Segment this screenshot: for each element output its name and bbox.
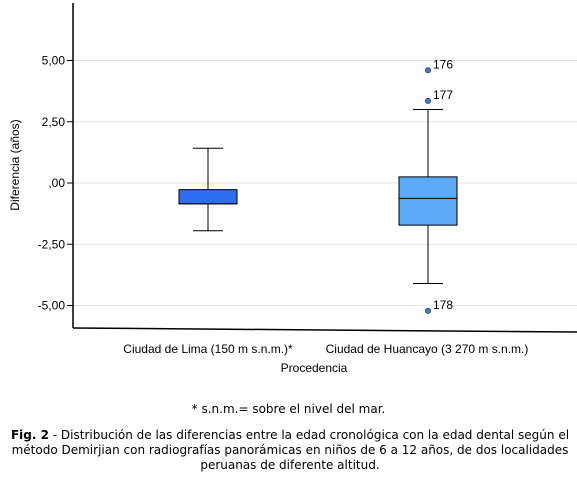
x-axis-line (72, 327, 577, 333)
figure-caption: Fig. 2 - Distribución de las diferencias… (6, 428, 574, 473)
y-tick-label: -2,50 (38, 237, 66, 251)
y-axis-ticks: 5,00 2,50 ,00 -2,50 -5,00 (38, 54, 73, 313)
boxplot-chart: 5,00 2,50 ,00 -2,50 -5,00 176 177 178 Ciudad d… (8, 3, 577, 375)
figure-label: Fig. 2 (10, 428, 49, 442)
footnote: * s.n.m.= sobre el nivel del mar. (191, 402, 386, 416)
y-tick-label: 5,00 (42, 54, 66, 68)
y-tick-label: -5,00 (38, 299, 66, 313)
x-axis-label: Procedencia (281, 361, 348, 375)
outlier-label: 178 (433, 298, 453, 312)
caption-text: - Distribución de las diferencias entre … (11, 428, 570, 472)
gridlines (73, 60, 577, 306)
box (178, 189, 238, 205)
outlier-label: 177 (433, 88, 453, 102)
y-axis-label: Diferencia (años) (8, 119, 22, 210)
y-tick-label: 2,50 (42, 115, 66, 129)
category-label: Ciudad de Lima (150 m s.n.m.)* (123, 342, 293, 356)
category-label: Ciudad de Huancayo (3 270 m s.n.m.) (326, 342, 529, 356)
boxes: 176 177 178 (178, 57, 458, 314)
box (398, 176, 458, 226)
outlier-point (424, 67, 431, 74)
outlier-point (424, 97, 431, 104)
outlier-label: 176 (433, 57, 453, 71)
y-tick-label: ,00 (48, 176, 65, 190)
outlier-point (424, 307, 431, 314)
category-labels: Ciudad de Lima (150 m s.n.m.)* Ciudad de … (123, 342, 528, 356)
